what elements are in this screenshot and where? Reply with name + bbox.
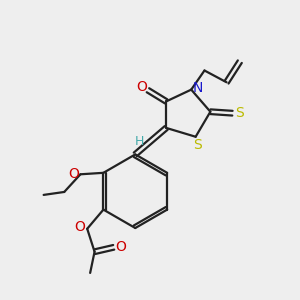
Text: O: O	[74, 220, 85, 234]
Text: O: O	[115, 240, 126, 254]
Text: S: S	[236, 106, 244, 120]
Text: O: O	[68, 167, 80, 181]
Text: H: H	[135, 135, 144, 148]
Text: N: N	[193, 81, 203, 95]
Text: O: O	[136, 80, 147, 94]
Text: S: S	[193, 138, 202, 152]
